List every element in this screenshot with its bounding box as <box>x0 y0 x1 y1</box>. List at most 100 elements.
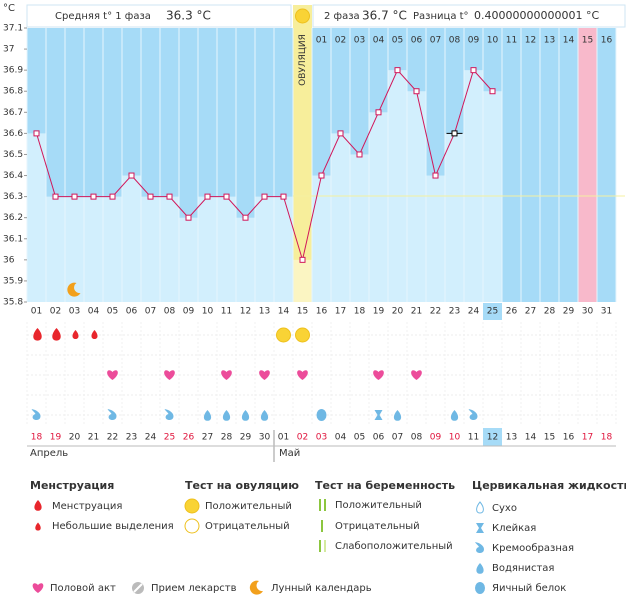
legend-item: Водянистая <box>492 563 554 574</box>
date-label: 12 <box>487 433 498 443</box>
cream-icon <box>164 409 174 420</box>
test-bar <box>321 520 323 532</box>
y-axis-label: °C <box>3 3 15 14</box>
bar <box>160 196 179 302</box>
menstruation-icon <box>35 522 41 531</box>
phase2-day: 15 <box>582 36 593 46</box>
header-box <box>312 4 626 28</box>
y-tick-label: 36.4 <box>3 171 23 181</box>
sun-icon <box>184 498 200 514</box>
heart-icon <box>107 370 118 380</box>
day-label: 27 <box>525 307 536 317</box>
y-tick-label: 35.8 <box>3 298 23 308</box>
bar <box>65 196 84 302</box>
legend-item: Яичный белок <box>492 583 566 594</box>
date-label: 28 <box>221 433 233 443</box>
phase2-day: 13 <box>544 36 555 46</box>
heart-icon <box>373 370 384 380</box>
sun-icon <box>295 327 310 343</box>
bar <box>255 196 274 302</box>
day-label: 05 <box>107 307 118 317</box>
heart-icon <box>164 370 175 380</box>
phase2-day: 10 <box>487 36 499 46</box>
cream-icon <box>107 409 117 420</box>
special-col <box>578 28 597 302</box>
bar <box>369 112 388 302</box>
month-label: Апрель <box>30 448 68 459</box>
cream-icon <box>31 409 41 420</box>
temp-point <box>223 193 230 200</box>
header-label: Средняя t° 1 фаза <box>55 11 151 22</box>
date-label: 04 <box>335 433 347 443</box>
temp-point <box>470 67 477 74</box>
temp-point <box>318 172 325 179</box>
bar <box>179 217 198 302</box>
date-label: 10 <box>449 433 461 443</box>
legend-item: Половой акт <box>50 583 116 594</box>
moon-icon <box>67 282 81 297</box>
bar <box>388 70 407 303</box>
sun-icon <box>295 8 310 24</box>
legend-item: Слабоположительный <box>335 541 453 552</box>
bar <box>426 175 445 302</box>
moon-icon <box>249 580 263 595</box>
sticky-icon <box>374 410 383 420</box>
legend-item: Отрицательный <box>205 521 290 532</box>
day-label: 21 <box>411 307 422 317</box>
day-label: 20 <box>392 307 404 317</box>
legend-item: Отрицательный <box>335 521 420 532</box>
day-label: 23 <box>449 307 460 317</box>
menstruation-icon <box>72 330 79 339</box>
day-label: 18 <box>354 307 366 317</box>
day-label: 24 <box>468 307 480 317</box>
phase2-day: 16 <box>601 36 613 46</box>
today-box <box>483 428 502 446</box>
phase2-day: 07 <box>430 36 441 46</box>
day-label: 11 <box>221 307 232 317</box>
date-label: 16 <box>563 433 575 443</box>
watery-icon <box>222 410 231 421</box>
day-label: 13 <box>259 307 270 317</box>
egg-white-icon <box>475 582 485 594</box>
legend-item: Лунный календарь <box>271 583 372 594</box>
y-tick-label: 36 <box>3 255 15 265</box>
day-label: 29 <box>563 307 575 317</box>
y-tick-label: 36.6 <box>3 129 23 139</box>
day-label: 26 <box>506 307 518 317</box>
legend-item: Положительный <box>205 501 292 512</box>
day-label: 30 <box>582 307 594 317</box>
header-label: Разница t° <box>413 11 469 22</box>
legend-title: Тест на беременность <box>315 479 455 492</box>
temp-point <box>52 193 59 200</box>
temp-point <box>166 193 173 200</box>
day-label: 09 <box>183 307 195 317</box>
sun-icon <box>276 327 291 343</box>
phase2-day: 09 <box>468 36 480 46</box>
header-value: 0.40000000000001 °C <box>474 9 599 22</box>
day-label: 01 <box>31 307 42 317</box>
sticky-icon <box>476 523 484 533</box>
legend-item: Сухо <box>492 503 517 514</box>
today-box <box>483 303 502 320</box>
temp-point <box>356 151 363 158</box>
day-label: 15 <box>297 307 308 317</box>
date-label: 26 <box>183 433 195 443</box>
bar <box>84 196 103 302</box>
date-label: 29 <box>240 433 252 443</box>
date-label: 18 <box>31 433 43 443</box>
phase2-day: 01 <box>316 36 327 46</box>
temp-point <box>337 130 344 137</box>
day-label: 07 <box>145 307 156 317</box>
phase2-day: 12 <box>525 36 536 46</box>
date-label: 03 <box>316 433 327 443</box>
bar <box>407 91 426 302</box>
phase2-day: 08 <box>449 36 461 46</box>
legend-title: Цервикальная жидкость <box>472 479 626 492</box>
day-label: 25 <box>487 307 498 317</box>
y-tick-label: 37 <box>3 45 14 55</box>
bar <box>141 196 160 302</box>
date-label: 13 <box>506 433 517 443</box>
temp-point <box>432 172 439 179</box>
date-label: 21 <box>88 433 99 443</box>
date-label: 07 <box>392 433 403 443</box>
